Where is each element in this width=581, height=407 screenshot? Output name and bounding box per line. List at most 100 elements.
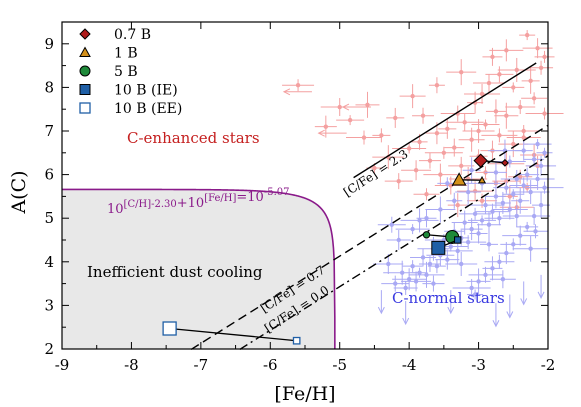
c-enhanced-star-point — [393, 115, 398, 121]
c-enhanced-star-point — [462, 120, 467, 125]
c-normal-star-point — [410, 263, 415, 269]
c-enhanced-star-point — [486, 80, 492, 86]
legend-label: 10 B (EE) — [114, 101, 182, 117]
label-cfe-2-3: [C/Fe] = 2.3 — [341, 147, 411, 200]
c-enhanced-star-point — [455, 202, 460, 208]
legend-label: 10 B (IE) — [114, 83, 178, 99]
c-normal-star-point — [511, 192, 516, 197]
c-normal-star-point — [452, 198, 457, 203]
c-normal-star-upper-limit-arrow — [447, 306, 455, 315]
c-enhanced-star-point — [497, 72, 502, 77]
c-enhanced-star-point — [347, 117, 353, 123]
c-normal-star-point — [431, 281, 436, 286]
c-enhanced-star-point — [424, 192, 429, 197]
x-tick-label: -9 — [55, 356, 70, 374]
c-enhanced-star-point — [490, 54, 495, 60]
axes: -9 -8 -7 -6 -5 -4 -3 -2 2 3 4 5 6 7 8 9 — [44, 21, 555, 374]
x-tick-label: -6 — [263, 356, 278, 374]
c-enhanced-star-point — [518, 104, 523, 110]
c-normal-star-point — [483, 272, 488, 278]
c-enhanced-star-point — [420, 113, 426, 118]
c-enhanced-limit-arrow — [282, 88, 291, 96]
c-normal-star-point — [459, 261, 464, 267]
c-normal-star-point — [518, 233, 523, 238]
c-normal-star-point — [413, 279, 419, 284]
c-normal-star-point — [535, 141, 540, 147]
c-normal-star-point — [469, 285, 474, 291]
c-enhanced-star-point — [497, 133, 502, 138]
c-normal-star-point — [386, 261, 391, 267]
c-enhanced-star-point — [531, 96, 537, 101]
c-normal-star-point — [396, 237, 401, 243]
c-normal-star-point — [500, 277, 506, 282]
cfe-line — [353, 62, 537, 179]
c-enhanced-star-point — [448, 183, 453, 188]
c-enhanced-star-point — [372, 165, 377, 171]
c-normal-star-point — [524, 172, 530, 177]
model-track — [169, 327, 297, 342]
c-enhanced-star-point — [365, 102, 370, 108]
legend-marker — [79, 84, 91, 95]
c-normal-star-point — [424, 216, 429, 221]
c-normal-star-point — [497, 259, 502, 264]
c-normal-star-point — [476, 279, 481, 284]
model-end-point — [477, 176, 487, 184]
c-enhanced-star-point — [434, 83, 440, 88]
c-enhanced-star-point — [504, 48, 509, 53]
x-tick-label: -3 — [471, 356, 486, 374]
c-enhanced-star-point — [483, 122, 488, 127]
c-normal-star-point — [500, 200, 506, 206]
c-enhanced-star-point — [410, 93, 415, 99]
y-tick-label: 9 — [44, 35, 54, 53]
c-normal-star-point — [486, 242, 492, 247]
c-normal-star-point — [479, 218, 485, 223]
c-normal-star-point — [507, 159, 513, 164]
c-enhanced-star-point — [479, 91, 485, 97]
boundary-equation: 10[C/H]-2.30+10[Fe/H]=10-5.07 — [107, 187, 289, 217]
c-normal-star-point — [445, 257, 450, 262]
c-enhanced-star-point — [379, 133, 384, 138]
c-normal-star-point — [518, 198, 523, 203]
c-normal-star-point — [389, 222, 394, 227]
y-tick-label: 4 — [44, 253, 54, 271]
c-normal-star-point — [393, 281, 398, 286]
y-tick-label: 5 — [44, 209, 54, 227]
c-normal-star-point — [406, 277, 412, 282]
c-enhanced-star-point — [406, 146, 412, 151]
c-enhanced-limit-arrow — [341, 103, 350, 111]
model-end-point — [501, 158, 509, 167]
c-enhanced-star-point — [361, 135, 367, 140]
c-normal-star-point — [465, 189, 471, 195]
c-enhanced-star-point — [524, 32, 530, 38]
c-normal-star-point — [542, 185, 547, 190]
c-enhanced-star-point — [493, 109, 499, 114]
svg-text:10[C/H]-2.30+10[Fe/H]=10-5.07: 10[C/H]-2.30+10[Fe/H]=10-5.07 — [107, 187, 289, 217]
c-enhanced-star-point — [538, 65, 544, 70]
legend-label: 1 B — [114, 46, 138, 62]
c-enhanced-star-point — [476, 128, 481, 134]
c-normal-star-point — [493, 194, 499, 199]
c-normal-star-point — [533, 229, 538, 234]
legend: 0.7 B 1 B 5 B 10 B (IE) 10 B (EE) — [79, 27, 182, 117]
c-normal-star-point — [514, 176, 519, 182]
c-normal-star-upper-limit-arrow — [537, 291, 545, 299]
y-tick-label: 7 — [44, 122, 54, 140]
legend-label: 0.7 B — [114, 27, 151, 43]
c-normal-star-point — [528, 189, 533, 195]
boundary-curve — [62, 188, 336, 350]
c-enhanced-star-point — [507, 194, 513, 199]
c-normal-star-point — [507, 207, 513, 212]
c-enhanced-star-point — [528, 78, 533, 84]
c-normal-star-point — [538, 163, 544, 169]
c-normal-star-point — [531, 213, 537, 219]
c-normal-star-point — [521, 148, 526, 153]
c-enhanced-star-point — [337, 104, 342, 110]
c-normal-star-point — [420, 255, 426, 260]
c-normal-star-point — [434, 263, 440, 269]
c-enhanced-star-point — [452, 145, 457, 150]
c-enhanced-star-point — [521, 128, 526, 134]
y-tick-label: 8 — [44, 78, 54, 96]
c-enhanced-star-point — [479, 198, 485, 203]
y-tick-label: 2 — [44, 340, 54, 358]
